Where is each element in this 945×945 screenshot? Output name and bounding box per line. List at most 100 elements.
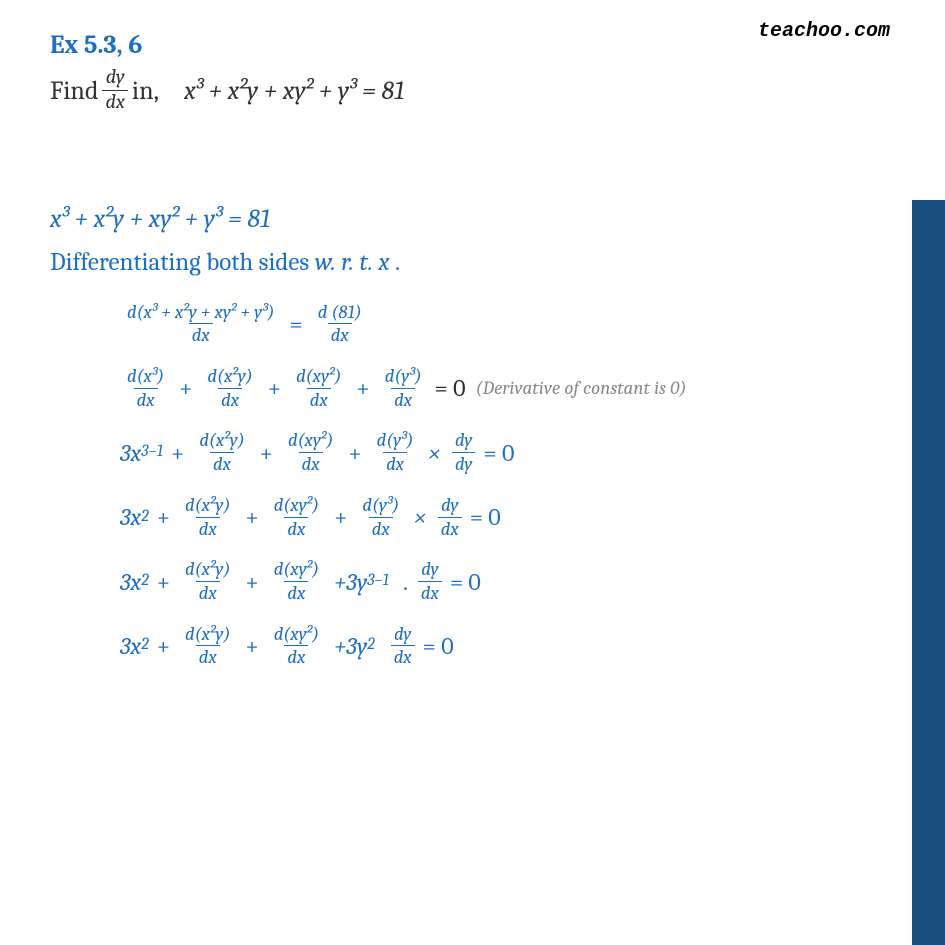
num: dy — [452, 431, 475, 452]
lhs-fraction: d(x³ + x²y + xy² + y³) dx — [124, 303, 277, 345]
plus: + — [245, 632, 258, 660]
equals-zero: = 0 — [450, 568, 481, 596]
content-page: teachoo.com Ex 5.3, 6 Find dy dx in, x³ … — [0, 0, 912, 719]
den: dx — [284, 517, 308, 539]
math-step-2: d(x³) dx + d(x²y) dx + d(xy²) dx + d(y³)… — [120, 367, 862, 409]
num: d(x²y) — [182, 625, 233, 646]
den: dx — [328, 323, 352, 345]
math-step-5: 3x2 + d(x²y) dx + d(xy²) dx +3y3−1 . dy … — [120, 560, 862, 602]
term-3: d(xy²) dx — [293, 367, 344, 409]
plus: + — [348, 439, 361, 467]
dy-dx-fraction: dy dx — [438, 496, 462, 538]
subhead-pre: Differentiating both sides — [50, 248, 315, 277]
den: dx — [438, 517, 462, 539]
plus: + — [268, 374, 281, 402]
dy-dx-fraction: dy dx — [102, 68, 127, 114]
equals: = — [289, 310, 302, 338]
den: dx — [218, 388, 242, 410]
num: d(y³) — [374, 431, 417, 452]
plus: + — [157, 503, 170, 531]
plus: + — [260, 439, 273, 467]
num: d(xy²) — [285, 431, 336, 452]
exp: 3−1 — [141, 442, 163, 461]
den: dx — [383, 452, 407, 474]
den: dx — [307, 388, 331, 410]
term-1: d(x³) dx — [124, 367, 167, 409]
den: dx — [196, 645, 220, 667]
differentiating-subhead: Differentiating both sides w. r. t. x . — [50, 248, 862, 277]
term-4: d(y³) dx — [359, 496, 402, 538]
coef: 3x — [120, 439, 141, 467]
den: dx — [134, 388, 158, 410]
term-2: d(x²y) dx — [196, 431, 247, 473]
exp: 2 — [141, 507, 149, 526]
term-3: d(xy²) dx — [285, 431, 336, 473]
exp: 2 — [367, 635, 375, 654]
num: d(xy²) — [271, 496, 322, 517]
frac-den: dx — [102, 90, 127, 113]
den: dx — [369, 517, 393, 539]
plus: + — [356, 374, 369, 402]
text-in: in, — [132, 76, 184, 106]
question-preamble: Find dy dx in, x³ + x²y + xy² + y³ = 81 — [50, 68, 862, 114]
term-4: d(y³) dx — [374, 431, 417, 473]
implicit-equation: x³ + x²y + xy² + y³ = 81 — [184, 76, 404, 106]
den: dx — [284, 645, 308, 667]
term-3: d(xy²) dx — [271, 625, 322, 667]
num: dy — [418, 560, 441, 581]
frac-num: dy — [103, 68, 128, 90]
num: d(y³) — [359, 496, 402, 517]
times: × — [428, 439, 440, 467]
coef: +3y — [334, 632, 367, 660]
lead-term: 3x3−1 — [120, 439, 163, 467]
num: d(x²y) — [204, 367, 255, 388]
plus: + — [179, 374, 192, 402]
times: × — [414, 503, 426, 531]
equals-zero: = 0 — [435, 374, 466, 402]
den: dx — [284, 581, 308, 603]
math-step-6: 3x2 + d(x²y) dx + d(xy²) dx +3y2 dy dx =… — [120, 625, 862, 667]
num: d (81) — [315, 303, 365, 324]
den: dx — [196, 581, 220, 603]
plus: + — [157, 632, 170, 660]
den: dy — [452, 452, 475, 474]
coef: 3x — [120, 503, 141, 531]
dy-dx-fraction: dy dx — [418, 560, 442, 602]
plus: + — [245, 503, 258, 531]
y-term: +3y2 — [334, 632, 375, 660]
equation-restated: x³ + x²y + xy² + y³ = 81 — [50, 204, 862, 234]
den: dx — [189, 323, 213, 345]
den: dx — [391, 388, 415, 410]
equals-zero: = 0 — [470, 503, 501, 531]
plus: + — [334, 503, 347, 531]
term-3: d(xy²) dx — [271, 496, 322, 538]
math-step-1: d(x³ + x²y + xy² + y³) dx = d (81) dx — [120, 303, 862, 345]
den: dx — [299, 452, 323, 474]
plus: + — [157, 568, 170, 596]
sidebar-top — [912, 0, 945, 200]
den: dx — [210, 452, 234, 474]
num: d(xy²) — [271, 625, 322, 646]
coef: 3x — [120, 632, 141, 660]
num: d(y³) — [382, 367, 425, 388]
dot: . — [403, 568, 408, 596]
exercise-heading: Ex 5.3, 6 — [50, 30, 862, 60]
num: d(x²y) — [196, 431, 247, 452]
num: d(x³ + x²y + xy² + y³) — [124, 303, 277, 324]
exp: 2 — [141, 571, 149, 590]
term-2: d(x²y) dx — [204, 367, 255, 409]
subhead-post: . — [390, 248, 401, 277]
plus: + — [171, 439, 184, 467]
right-sidebar — [912, 0, 945, 945]
term-2: d(x²y) dx — [182, 625, 233, 667]
lead-term: 3x2 — [120, 632, 149, 660]
text-find: Find — [50, 76, 98, 106]
num: d(x²y) — [182, 560, 233, 581]
den: dx — [196, 517, 220, 539]
math-step-3: 3x3−1 + d(x²y) dx + d(xy²) dx + d(y³) dx… — [120, 431, 862, 473]
exp: 2 — [141, 635, 149, 654]
y-term: +3y3−1 — [334, 568, 389, 596]
subhead-wrt: w. r. t. x — [315, 248, 390, 277]
den: dx — [418, 581, 442, 603]
num: dy — [438, 496, 461, 517]
